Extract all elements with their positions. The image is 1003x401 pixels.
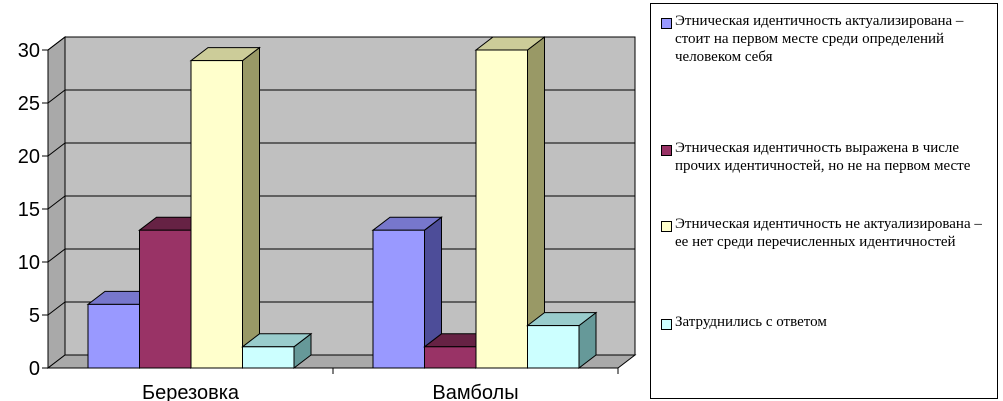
bar-front	[475, 49, 528, 369]
bar-Березовка-series-4	[241, 332, 313, 370]
y-tick-label: 10	[18, 252, 40, 274]
legend-swatch-series-3	[661, 221, 672, 232]
legend-swatch-series-1	[661, 18, 672, 29]
legend-swatch-series-4	[661, 319, 672, 330]
bar-Вамболы-series-4	[526, 311, 598, 370]
bar-front	[372, 229, 425, 369]
legend: Этническая идентичность актуализирована …	[650, 3, 998, 399]
bar-Вамболы-series-3	[474, 35, 546, 370]
bar-front	[527, 325, 580, 369]
y-tick-label: 0	[29, 358, 40, 380]
y-tick-label: 5	[29, 305, 40, 327]
y-tick-label: 20	[18, 146, 40, 168]
bar-chart: 0 5 10 15 20 25 30 Березовка Вамболы	[18, 35, 637, 401]
bar-front	[190, 60, 243, 369]
bar-front	[139, 229, 192, 369]
legend-label-series-3: Этническая идентичность не актуализирова…	[675, 216, 982, 250]
x-category-label: Вамболы	[432, 382, 518, 401]
y-tick-label: 25	[18, 93, 40, 115]
legend-label-series-4: Затруднились с ответом	[675, 314, 827, 330]
y-tick-label: 30	[18, 40, 40, 62]
bar-side	[242, 46, 260, 370]
gridline	[47, 301, 635, 316]
x-axis-labels: Березовка Вамболы	[142, 368, 619, 401]
gridline	[47, 89, 635, 104]
bar-front	[242, 346, 295, 369]
y-tick-label: 15	[18, 199, 40, 221]
gridlines	[47, 36, 635, 316]
x-category-label: Березовка	[142, 382, 240, 401]
legend-label-series-2: Этническая идентичность выражена в числе…	[675, 140, 971, 174]
gridline	[47, 248, 635, 263]
bars	[86, 35, 598, 370]
bar-front	[87, 303, 140, 369]
legend-label-series-1: Этническая идентичность актуализирована …	[675, 13, 964, 65]
gridline	[47, 142, 635, 157]
legend-swatch-series-2	[661, 145, 672, 156]
gridline	[47, 36, 635, 51]
y-axis-ticks: 0 5 10 15 20 25 30	[18, 40, 618, 380]
bar-front	[424, 346, 477, 369]
gridline	[47, 195, 635, 210]
bar-Березовка-series-3	[189, 46, 261, 370]
